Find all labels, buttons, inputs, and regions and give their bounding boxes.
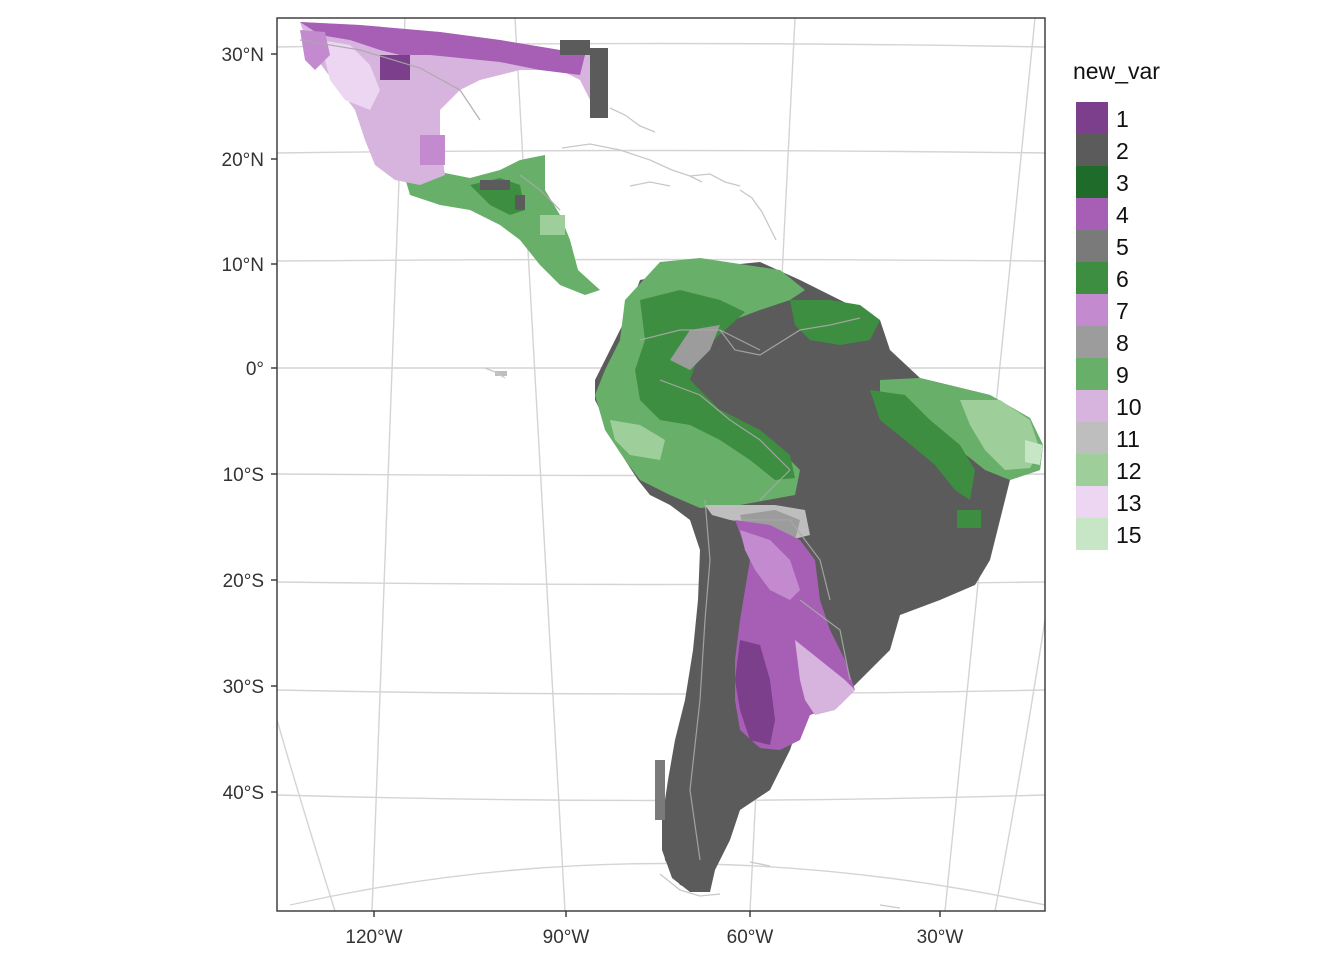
parallel-50s bbox=[289, 862, 1045, 906]
legend-key-4 bbox=[1076, 198, 1108, 230]
baja-california-pale bbox=[320, 40, 380, 110]
legend: new_var 1 2 3 4 5 6 7 8 9 10 11 12 13 bbox=[1073, 58, 1160, 550]
andes-dark-purple bbox=[735, 640, 775, 745]
legend-label-10: 10 bbox=[1116, 394, 1142, 420]
brazil-dark-green-strip bbox=[870, 390, 975, 500]
lat-labels: 30°N 20°N 10°N 0° 10°S 20°S 30°S 40°S bbox=[222, 45, 264, 804]
legend-label-3: 3 bbox=[1116, 170, 1129, 196]
legend-label-5: 5 bbox=[1116, 234, 1129, 260]
southern-usa-purple bbox=[300, 22, 585, 75]
legend-label-1: 1 bbox=[1116, 106, 1129, 132]
legend-key-12 bbox=[1076, 454, 1108, 486]
map-panel bbox=[277, 18, 1045, 911]
florida-grey bbox=[590, 48, 608, 118]
central-america-green bbox=[405, 155, 600, 295]
lon-label-90w: 90°W bbox=[543, 927, 590, 948]
amazon-grey-patch bbox=[670, 325, 720, 370]
legend-label-9: 9 bbox=[1116, 362, 1129, 388]
meridian-0 bbox=[994, 619, 1045, 911]
legend-label-12: 12 bbox=[1116, 458, 1142, 484]
legend-key-7 bbox=[1076, 294, 1108, 326]
parallel-10n bbox=[277, 258, 1045, 262]
country-borders bbox=[299, 39, 861, 861]
legend-label-11: 11 bbox=[1116, 426, 1140, 452]
sierra-madre-purple bbox=[420, 135, 445, 165]
legend-key-3 bbox=[1076, 166, 1108, 198]
legend-label-2: 2 bbox=[1116, 138, 1129, 164]
legend-key-10 bbox=[1076, 390, 1108, 422]
lat-label-30s: 30°S bbox=[223, 677, 264, 698]
legend-key-5 bbox=[1076, 230, 1108, 262]
lat-label-10s: 10°S bbox=[223, 465, 264, 486]
legend-title: new_var bbox=[1073, 58, 1160, 84]
legend-keys bbox=[1076, 102, 1108, 550]
legend-label-7: 7 bbox=[1116, 298, 1129, 324]
panel-border bbox=[276, 17, 1046, 912]
legend-label-13: 13 bbox=[1116, 490, 1142, 516]
tick-marks bbox=[271, 53, 941, 917]
meridian-150w bbox=[277, 719, 336, 911]
chile-coast-grey bbox=[655, 760, 665, 820]
lat-label-40s: 40°S bbox=[223, 783, 264, 804]
legend-key-15 bbox=[1076, 518, 1108, 550]
caribbean-coastlines bbox=[484, 107, 901, 909]
guiana-green bbox=[790, 300, 880, 345]
patagonia bbox=[662, 820, 720, 892]
legend-key-8 bbox=[1076, 326, 1108, 358]
legend-key-9 bbox=[1076, 358, 1108, 390]
legend-key-13 bbox=[1076, 486, 1108, 518]
pacific-coast-purple bbox=[300, 30, 330, 70]
lat-label-0: 0° bbox=[246, 359, 264, 380]
legend-key-2 bbox=[1076, 134, 1108, 166]
galapagos-marks bbox=[495, 371, 507, 376]
sonora-dark-purple bbox=[380, 55, 410, 80]
legend-label-8: 8 bbox=[1116, 330, 1129, 356]
lat-label-30n: 30°N bbox=[222, 45, 264, 66]
central-america-light-green bbox=[540, 215, 565, 235]
amazon-dark-green bbox=[635, 290, 795, 480]
ne-brazil-light-green bbox=[960, 400, 1040, 470]
lat-label-20n: 20°N bbox=[222, 150, 264, 171]
lon-labels: 120°W 90°W 60°W 30°W bbox=[345, 927, 963, 948]
parallel-30s bbox=[277, 689, 1045, 695]
brazil-green-patch bbox=[957, 510, 981, 528]
yucatan-grey bbox=[480, 180, 510, 190]
lon-label-120w: 120°W bbox=[345, 927, 402, 948]
lon-label-30w: 30°W bbox=[917, 927, 964, 948]
guatemala-grey bbox=[515, 195, 525, 210]
west-amazon-light-green bbox=[610, 420, 665, 460]
texas-grey bbox=[560, 40, 590, 55]
ne-brazil-pale-green bbox=[1025, 440, 1043, 465]
legend-key-1 bbox=[1076, 102, 1108, 134]
legend-label-6: 6 bbox=[1116, 266, 1129, 292]
pampas-pale-purple bbox=[795, 640, 855, 715]
raster-layer bbox=[300, 22, 1043, 892]
lat-label-20s: 20°S bbox=[223, 571, 264, 592]
lon-label-60w: 60°W bbox=[727, 927, 774, 948]
legend-key-6 bbox=[1076, 262, 1108, 294]
legend-label-15: 15 bbox=[1116, 522, 1142, 548]
chaco-light-purple bbox=[740, 530, 800, 600]
legend-key-11 bbox=[1076, 422, 1108, 454]
lat-label-10n: 10°N bbox=[222, 255, 264, 276]
legend-label-4: 4 bbox=[1116, 202, 1129, 228]
